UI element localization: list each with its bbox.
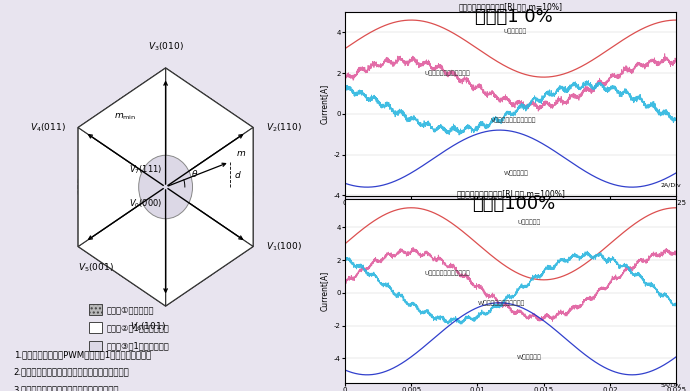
Title: 電流サンプリング波形[RL負荷,m=10%]: 電流サンプリング波形[RL負荷,m=10%] bbox=[459, 2, 562, 11]
Title: 電流サンプリング波形[RL負荷,m=100%]: 電流サンプリング波形[RL負荷,m=100%] bbox=[456, 190, 565, 199]
Text: $V_1(100)$: $V_1(100)$ bbox=[266, 240, 302, 253]
Text: U相真値電流: U相真値電流 bbox=[504, 29, 527, 34]
FancyBboxPatch shape bbox=[88, 323, 102, 333]
Text: V相電流の実測値との比較: V相電流の実測値との比較 bbox=[491, 117, 536, 123]
X-axis label: Time[sec]: Time[sec] bbox=[492, 211, 529, 220]
Text: 1.　すべて条件で、PWMキャリア1周期で電流を再現: 1. すべて条件で、PWMキャリア1周期で電流を再現 bbox=[14, 350, 151, 359]
Polygon shape bbox=[166, 68, 253, 187]
Text: $V_6(101)$: $V_6(101)$ bbox=[130, 321, 166, 333]
Text: モード①：平均検出: モード①：平均検出 bbox=[107, 305, 155, 314]
Text: $V_3(010)$: $V_3(010)$ bbox=[148, 41, 184, 53]
Text: 変調獴1 0%: 変調獴1 0% bbox=[475, 8, 553, 26]
Text: $m$: $m$ bbox=[236, 149, 246, 158]
Text: U相真値電流: U相真値電流 bbox=[518, 219, 540, 225]
Text: 2.　高回転（電圧）領域では、電流平均値を検出: 2. 高回転（電圧）領域では、電流平均値を検出 bbox=[14, 368, 130, 377]
Text: $d$: $d$ bbox=[235, 169, 242, 180]
Text: W相真値電流: W相真値電流 bbox=[504, 170, 529, 176]
Circle shape bbox=[139, 155, 193, 219]
Text: モード③：1キャリア再現: モード③：1キャリア再現 bbox=[107, 341, 170, 350]
Text: 変調率100%: 変調率100% bbox=[473, 196, 555, 213]
Polygon shape bbox=[166, 187, 253, 306]
Text: U相電流の実測値との比較: U相電流の実測値との比較 bbox=[424, 271, 471, 276]
Text: $\theta$: $\theta$ bbox=[190, 168, 198, 179]
Text: $m_{\rm min}$: $m_{\rm min}$ bbox=[114, 111, 137, 122]
Polygon shape bbox=[78, 68, 253, 306]
Polygon shape bbox=[78, 127, 166, 246]
Text: W相電流の実測値との比較: W相電流の実測値との比較 bbox=[477, 300, 525, 305]
Polygon shape bbox=[78, 68, 166, 187]
Y-axis label: Current[A]: Current[A] bbox=[319, 84, 328, 124]
Text: W相真値電流: W相真値電流 bbox=[518, 354, 542, 360]
Text: 5A/Div: 5A/Div bbox=[660, 382, 681, 387]
FancyBboxPatch shape bbox=[88, 304, 102, 314]
Text: $V_0(000)$: $V_0(000)$ bbox=[129, 198, 163, 210]
Text: 2A/Div: 2A/Div bbox=[660, 183, 681, 188]
Polygon shape bbox=[166, 127, 253, 246]
Text: $V_7(111)$: $V_7(111)$ bbox=[129, 164, 163, 176]
Text: $V_2(110)$: $V_2(110)$ bbox=[266, 121, 302, 134]
Text: $V_4(011)$: $V_4(011)$ bbox=[30, 121, 66, 134]
Y-axis label: Current[A]: Current[A] bbox=[319, 271, 328, 311]
Text: 3.　極力場合分けを少なくしたソフトウェア: 3. 極力場合分けを少なくしたソフトウェア bbox=[14, 386, 119, 391]
Text: U相電流の実測値との比較: U相電流の実測値との比較 bbox=[424, 70, 471, 76]
Text: $V_5(001)$: $V_5(001)$ bbox=[78, 261, 114, 274]
FancyBboxPatch shape bbox=[88, 341, 102, 351]
Polygon shape bbox=[78, 187, 166, 306]
Text: モード②：1キャリア再現: モード②：1キャリア再現 bbox=[107, 323, 170, 332]
